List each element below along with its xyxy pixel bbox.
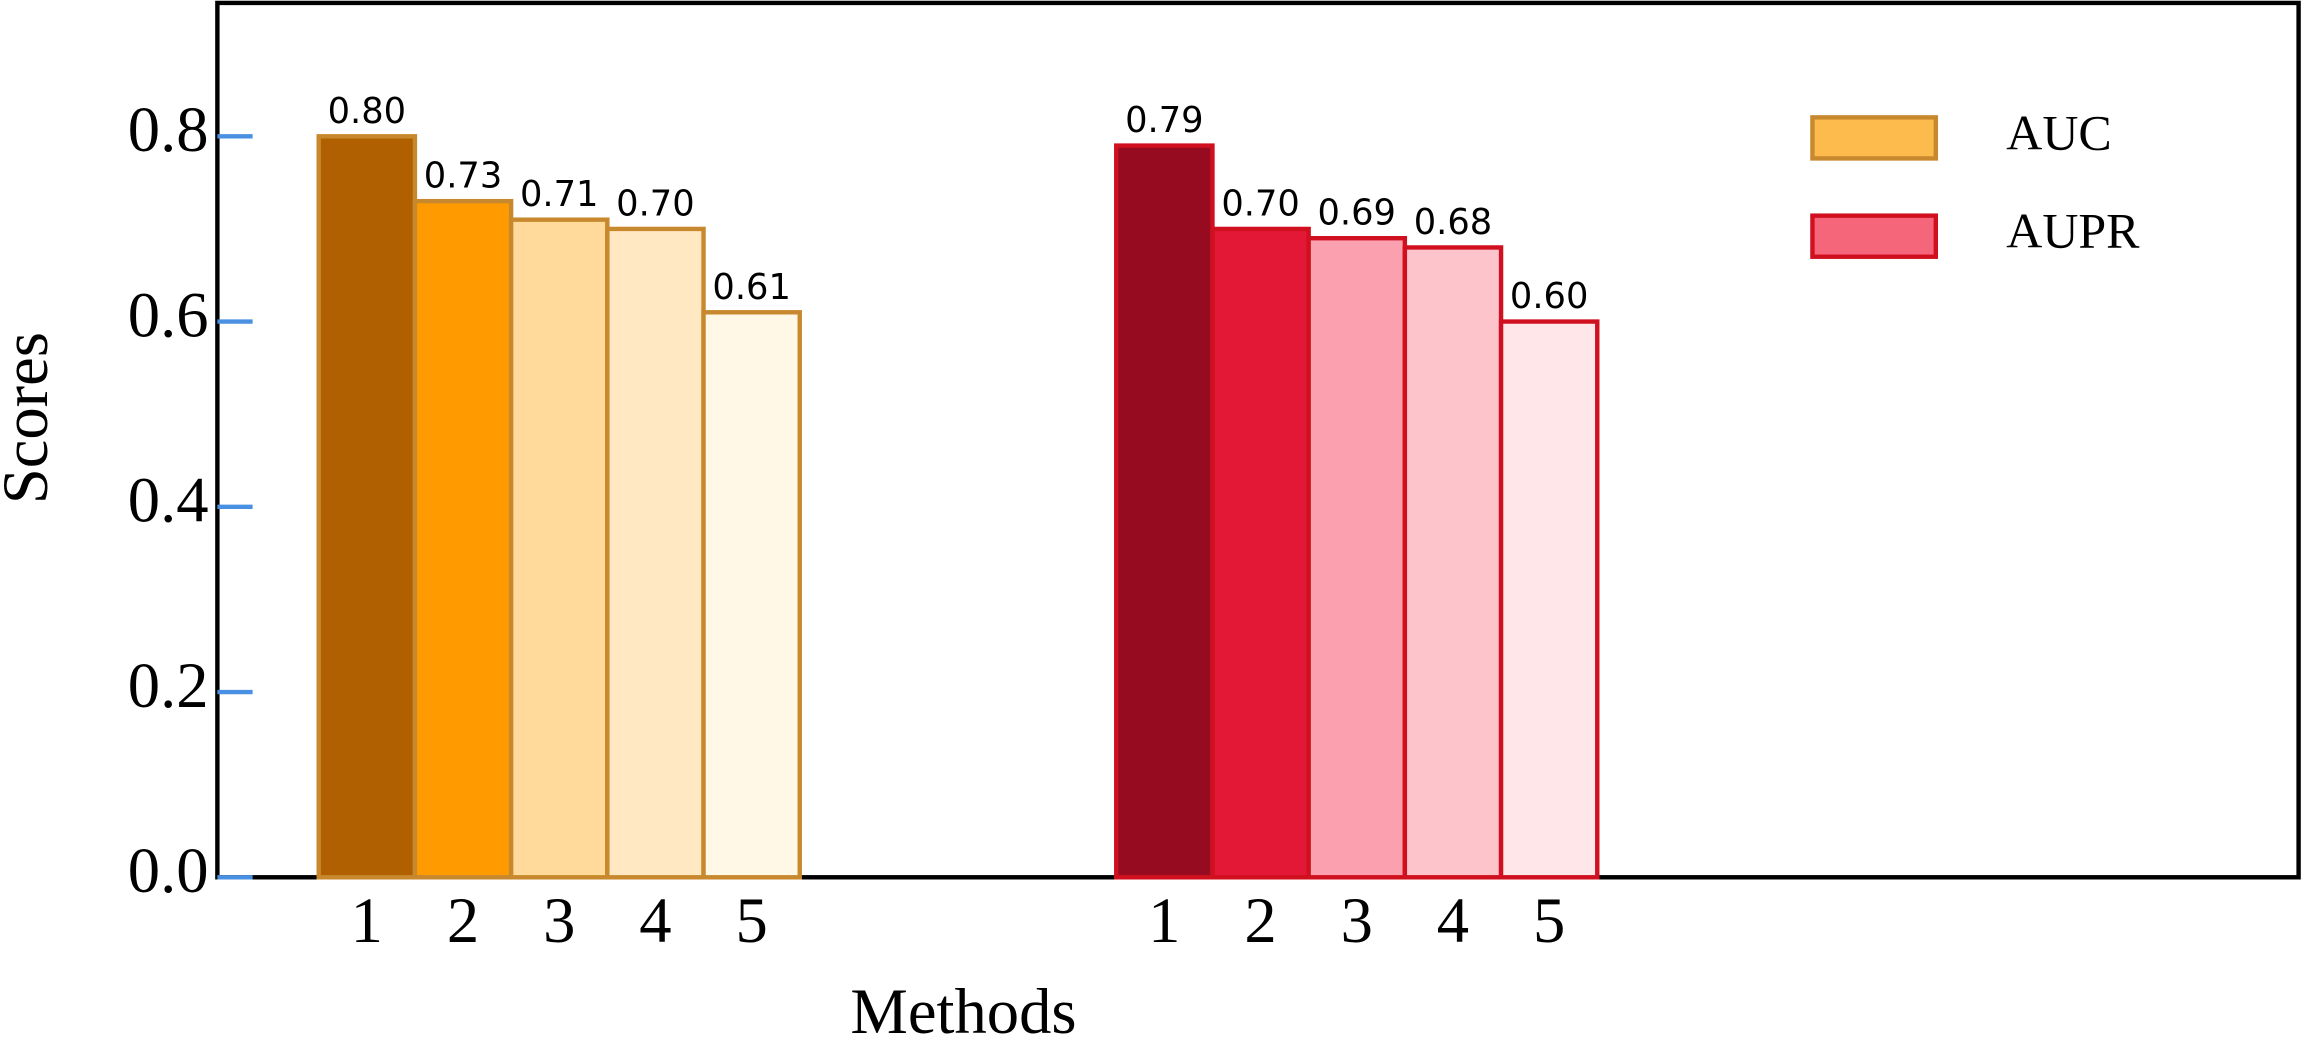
x-tick-label: 1 [1148,884,1180,956]
x-tick-label: 4 [639,884,671,956]
bar [1210,226,1311,880]
legend-label: AUPR [2006,204,2140,259]
data-label: 0.70 [1221,183,1299,224]
x-axis-label: Methods [850,975,1076,1046]
x-tick-label: 2 [1244,884,1276,956]
data-label: 0.61 [712,267,790,308]
bar [605,226,706,880]
data-label: 0.73 [424,156,502,197]
bar [412,198,514,880]
bar [1114,143,1215,880]
data-label: 0.79 [1125,100,1203,141]
y-tick-label: 0.4 [128,464,209,536]
x-tick-label: 2 [447,884,479,956]
y-tick-label: 0.6 [128,278,209,350]
data-label: 0.68 [1414,202,1492,243]
y-tick-label: 0.0 [128,834,209,906]
bar [316,134,418,880]
x-tick-label: 5 [735,884,767,956]
y-axis-label: Scores [0,332,61,504]
data-label: 0.71 [520,174,598,215]
y-tick-label: 0.2 [128,649,209,721]
x-tick-label: 4 [1437,884,1469,956]
x-tick-label: 3 [543,884,575,956]
bar [1498,319,1600,880]
legend-swatch [1810,213,1939,259]
bar [1306,235,1408,880]
bar [1402,245,1504,880]
data-label: 0.69 [1318,193,1396,234]
data-label: 0.70 [616,183,694,224]
legend-label: AUC [2006,105,2111,160]
data-label: 0.60 [1510,276,1588,317]
data-label: 0.80 [328,91,406,132]
bar [508,217,610,880]
y-tick-label: 0.8 [128,93,209,165]
x-tick-label: 3 [1341,884,1373,956]
bar [701,310,802,880]
x-tick-label: 5 [1533,884,1565,956]
legend-swatch [1810,115,1939,161]
x-tick-label: 1 [351,884,383,956]
